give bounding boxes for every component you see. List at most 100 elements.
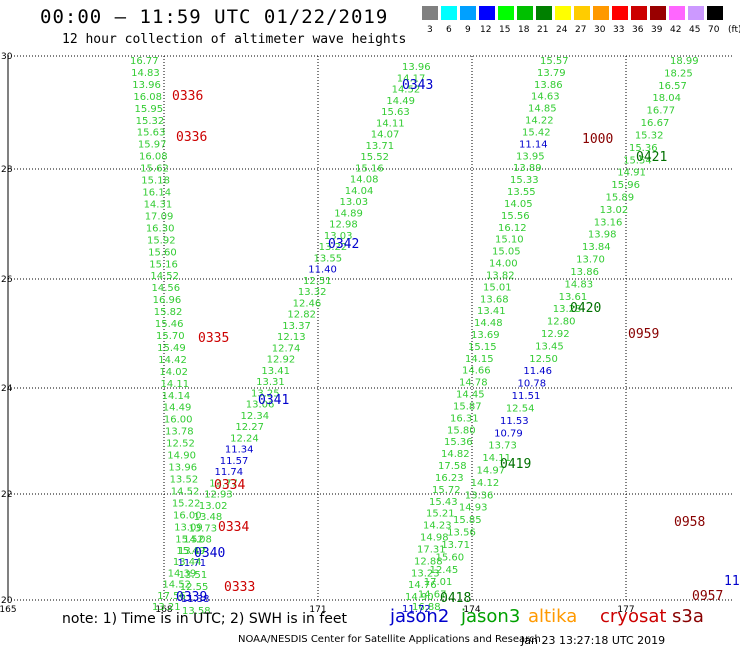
wave-height-value: 16.12: [498, 223, 527, 234]
scale-label: 12: [480, 25, 492, 35]
wave-height-value: 14.00: [489, 259, 518, 270]
scale-swatch: [536, 6, 552, 20]
wave-height-value: 10.78: [518, 379, 547, 390]
wave-height-value: 14.12: [471, 478, 500, 489]
wave-height-value: 18.99: [670, 56, 699, 67]
wave-height-value: 13.37: [282, 321, 311, 332]
wave-height-value: 13.17: [178, 546, 207, 557]
wave-height-value: 15.60: [435, 552, 464, 563]
track-time-label: 0341: [258, 393, 289, 408]
wave-height-value: 12.45: [430, 565, 459, 576]
wave-height-value: 14.83: [131, 68, 160, 79]
wave-height-value: 14.52: [162, 580, 191, 591]
wave-height-value: 15.80: [447, 425, 476, 436]
track-time-label: 0419: [500, 457, 531, 472]
wave-height-value: 13.55: [313, 253, 342, 264]
lon-tick-label: 177: [617, 605, 634, 615]
credit-text: NOAA/NESDIS Center for Satellite Applica…: [238, 634, 541, 645]
wave-height-value: 12.51: [303, 276, 332, 287]
wave-height-value: 13.02: [199, 501, 228, 512]
track-time-label: 0958: [674, 515, 705, 530]
wave-height-value: 15.49: [157, 343, 186, 354]
legend-s3a: s3a: [672, 606, 704, 627]
scale-label: 15: [499, 25, 511, 35]
wave-height-value: 11.46: [523, 366, 552, 377]
wave-height-value: 14.49: [163, 403, 192, 414]
wave-height-value: 12.93: [204, 490, 233, 501]
wave-height-value: 15.32: [635, 130, 664, 141]
wave-height-value: 13.82: [486, 270, 515, 281]
scale-label: 70: [708, 25, 720, 35]
lon-tick-label: 174: [463, 605, 480, 615]
wave-height-value: 13.56: [447, 528, 476, 539]
wave-height-value: 17.01: [424, 577, 453, 588]
wave-height-value: 14.11: [482, 453, 511, 464]
wave-height-value: 15.96: [611, 180, 640, 191]
wave-height-value: 15.62: [140, 164, 169, 175]
wave-height-value: 13.98: [588, 230, 617, 241]
wave-height-value: 13.78: [165, 427, 194, 438]
wave-height-value: 14.78: [459, 378, 488, 389]
track-time-label: 11.: [724, 574, 740, 589]
wave-height-value: 14.82: [441, 449, 470, 460]
wave-height-value: 13.73: [488, 441, 517, 452]
wave-height-value: 14.39: [168, 568, 197, 579]
wave-height-value: 16.00: [164, 415, 193, 426]
wave-height-value: 15.33: [510, 175, 539, 186]
scale-swatch: [479, 6, 495, 20]
wave-height-value: 15.97: [138, 140, 167, 151]
wave-height-value: 11.14: [519, 139, 548, 150]
wave-height-value: 15.60: [148, 247, 177, 258]
wave-height-value: 13.52: [170, 474, 199, 485]
legend-cryosat: cryosat: [600, 606, 667, 627]
wave-height-value: 14.91: [617, 168, 646, 179]
scale-label: 27: [575, 25, 587, 35]
wave-height-value: 13.96: [132, 80, 161, 91]
wave-height-value: 13.79: [537, 68, 566, 79]
wave-height-value: 18.04: [652, 93, 681, 104]
wave-height-value: 17.31: [417, 544, 446, 555]
wave-height-value: 13.96: [402, 62, 431, 73]
wave-height-value: 14.90: [167, 451, 196, 462]
scale-label: 6: [446, 25, 452, 35]
wave-height-value: 14.66: [462, 366, 491, 377]
wave-height-value: 12.27: [235, 422, 264, 433]
wave-height-value: 15.52: [360, 152, 389, 163]
wave-height-value: 14.83: [564, 279, 593, 290]
scale-swatch: [612, 6, 628, 20]
scale-label: 36: [632, 25, 644, 35]
lat-tick-label: 30: [1, 52, 13, 62]
wave-height-value: 14.93: [459, 503, 488, 514]
wave-height-value: 17.58: [438, 461, 467, 472]
wave-height-value: 14.08: [183, 535, 212, 546]
legend-jason2: jason2: [390, 606, 450, 627]
lon-tick-label: 165: [0, 605, 17, 615]
wave-height-value: 13.89: [513, 163, 542, 174]
wave-height-value: 15.15: [468, 342, 497, 353]
wave-height-value: 13.32: [298, 287, 327, 298]
scale-swatch: [422, 6, 438, 20]
wave-height-value: 13.06: [246, 400, 275, 411]
note-text: note: 1) Time is in UTC; 2) SWH is in fe…: [62, 611, 348, 627]
scale-swatch: [669, 6, 685, 20]
wave-height-value: 13.36: [465, 490, 494, 501]
scale-swatch: [498, 6, 514, 20]
wave-height-value: 13.23: [553, 304, 582, 315]
wave-height-value: 13.86: [534, 80, 563, 91]
scale-swatch: [707, 6, 723, 20]
track-time-label: 0957: [692, 589, 723, 604]
map-title: 00:00 – 11:59 UTC 01/22/2019: [40, 6, 389, 28]
wave-height-value: 13.31: [256, 377, 285, 388]
wave-height-value: 12.46: [293, 298, 322, 309]
wave-height-value: 13.95: [516, 151, 545, 162]
wave-height-value: 15.10: [495, 235, 524, 246]
wave-height-value: 15.82: [154, 307, 183, 318]
lat-tick-label: 24: [1, 384, 13, 394]
wave-height-value: 15.42: [522, 127, 551, 138]
wave-height-value: 16.67: [641, 118, 670, 129]
wave-height-value: 13.21: [152, 602, 181, 613]
wave-height-value: 15.36: [629, 143, 658, 154]
wave-height-value: 11.71: [177, 558, 206, 569]
